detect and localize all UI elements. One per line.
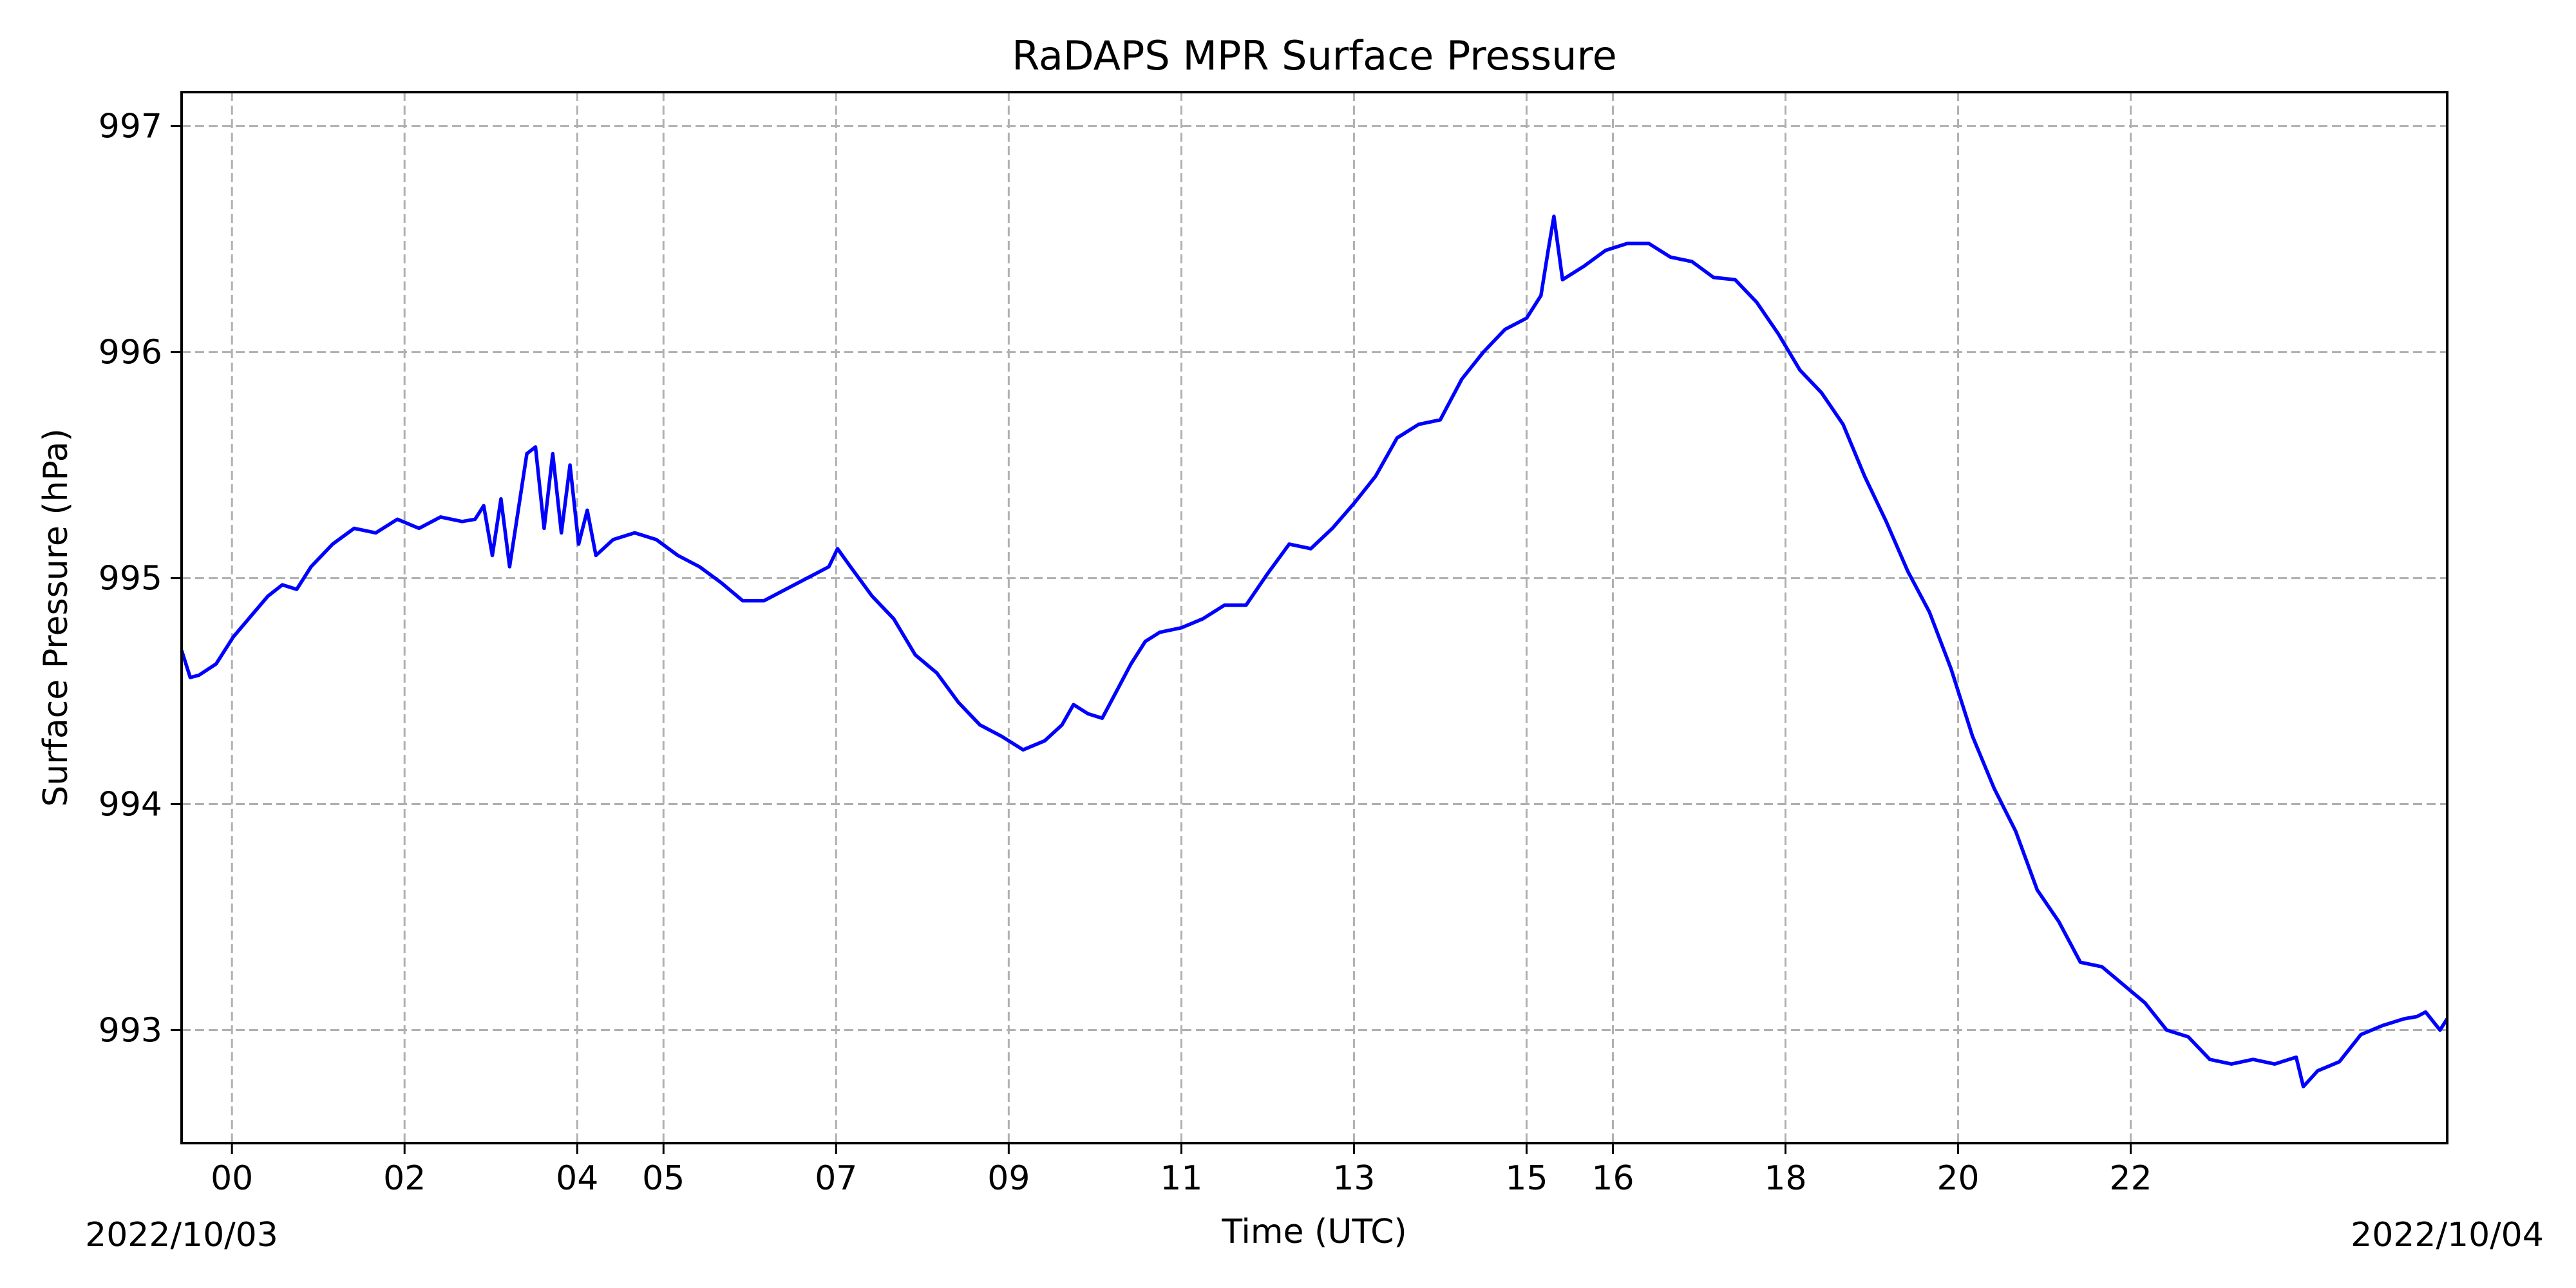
y-axis-label: Surface Pressure (hPa) <box>37 428 75 807</box>
x-tick-label: 16 <box>1591 1159 1634 1198</box>
x-tick-label: 13 <box>1332 1159 1375 1198</box>
grid-lines <box>182 92 2447 1143</box>
x-tick-label: 09 <box>987 1159 1030 1198</box>
x-tick-label: 07 <box>815 1159 857 1198</box>
y-tick-label: 996 <box>99 334 162 372</box>
plot-frame <box>180 91 2448 1144</box>
x-tick-label: 02 <box>383 1159 426 1198</box>
x-end-date-label: 2022/10/04 <box>2351 1216 2544 1255</box>
y-axis-ticks: 993 994 995 996 997 <box>99 108 182 1050</box>
x-tick-label: 20 <box>1937 1159 1979 1198</box>
x-tick-label: 05 <box>642 1159 685 1198</box>
y-tick-label: 994 <box>99 786 162 824</box>
pressure-series-line <box>180 214 2449 1089</box>
x-tick-label: 11 <box>1160 1159 1202 1198</box>
x-tick-label: 00 <box>211 1159 253 1198</box>
x-tick-label: 15 <box>1505 1159 1548 1198</box>
y-tick-label: 995 <box>99 560 162 598</box>
x-tick-label: 04 <box>556 1159 598 1198</box>
y-tick-label: 997 <box>99 108 162 146</box>
x-axis-label: Time (UTC) <box>1221 1213 1406 1251</box>
chart-title: RaDAPS MPR Surface Pressure <box>1012 32 1617 79</box>
x-axis-ticks: 00 02 04 05 07 09 11 13 15 16 18 20 22 <box>211 1143 2152 1198</box>
x-tick-label: 18 <box>1764 1159 1806 1198</box>
y-tick-label: 993 <box>99 1012 162 1050</box>
x-start-date-label: 2022/10/03 <box>85 1216 278 1255</box>
x-tick-label: 22 <box>2110 1159 2152 1198</box>
